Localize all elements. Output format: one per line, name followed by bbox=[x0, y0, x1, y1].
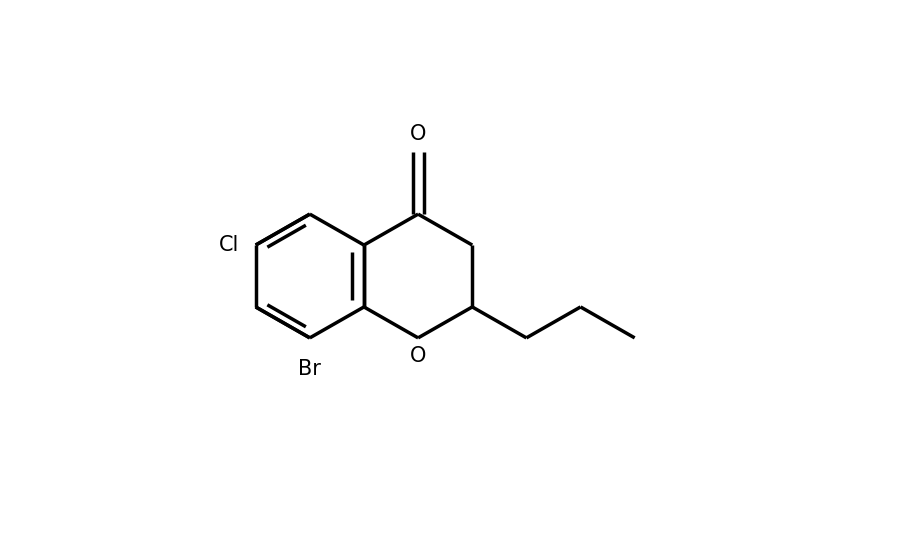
Text: O: O bbox=[410, 124, 426, 144]
Text: Br: Br bbox=[298, 359, 321, 379]
Text: O: O bbox=[410, 346, 426, 366]
Text: Cl: Cl bbox=[219, 235, 240, 255]
